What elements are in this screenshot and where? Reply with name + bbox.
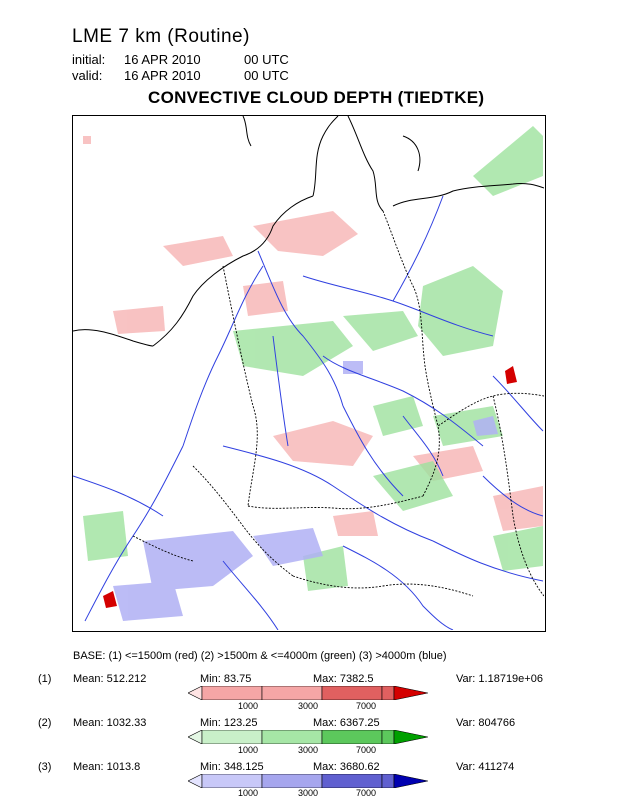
min-value: Min: 348.125 (200, 761, 264, 773)
rivers (73, 195, 544, 630)
tick-label: 7000 (356, 745, 377, 755)
base-legend-text: BASE: (1) <=1500m (red) (2) >1500m & <=4… (73, 650, 447, 662)
tick-label: 7000 (356, 701, 377, 711)
row-index: (3) (38, 761, 52, 773)
tick-label: 3000 (298, 788, 319, 798)
valid-time: 00 UTC (244, 68, 289, 83)
colorbar-red (188, 686, 428, 700)
row-index: (1) (38, 673, 52, 685)
var-value: Var: 804766 (456, 717, 516, 729)
mean-value: Mean: 512.212 (73, 673, 147, 685)
colorbar-segment (381, 774, 395, 788)
borders (132, 210, 544, 597)
dark-red-shading (103, 366, 517, 608)
colorbar-blue (188, 774, 428, 788)
colorbar-segment (381, 730, 395, 744)
valid-time-row: valid: 16 APR 2010 00 UTC (72, 68, 289, 83)
var-value: Var: 411274 (456, 761, 515, 773)
colorbar-cap-high (393, 730, 428, 744)
colorbar-cap-low (188, 686, 203, 700)
tick-label: 1000 (238, 788, 259, 798)
row-index: (2) (38, 717, 52, 729)
initial-time-row: initial: 16 APR 2010 00 UTC (72, 52, 289, 67)
colorbar-segment (201, 774, 263, 788)
map-svg (73, 116, 544, 630)
initial-date: 16 APR 2010 (124, 52, 201, 67)
red-shading (83, 136, 543, 536)
max-value: Max: 7382.5 (313, 673, 374, 685)
mean-value: Mean: 1013.8 (73, 761, 141, 773)
colorbar-segment (261, 686, 323, 700)
max-value: Max: 3680.62 (313, 761, 380, 773)
tick-label: 1000 (238, 701, 259, 711)
tick-label: 7000 (356, 788, 377, 798)
colorbar-segment (261, 774, 323, 788)
green-shading (83, 126, 543, 591)
colorbar-cap-low (188, 730, 203, 744)
var-value: Var: 1.18719e+06 (456, 673, 543, 685)
min-value: Min: 123.25 (200, 717, 258, 729)
tick-label: 1000 (238, 745, 259, 755)
colorbar-cap-high (393, 774, 428, 788)
blue-shading (113, 361, 498, 621)
max-value: Max: 6367.25 (313, 717, 380, 729)
colorbar-segment (201, 686, 263, 700)
mean-value: Mean: 1032.33 (73, 717, 147, 729)
initial-time: 00 UTC (244, 52, 289, 67)
colorbar-segment (201, 730, 263, 744)
initial-label: initial: (72, 52, 106, 67)
tick-label: 3000 (298, 745, 319, 755)
colorbar-segment (321, 730, 383, 744)
tick-label: 3000 (298, 701, 319, 711)
colorbar-segment (321, 686, 383, 700)
colorbar-green (188, 730, 428, 744)
colorbar-segment (321, 774, 383, 788)
map-panel (72, 115, 546, 632)
min-value: Min: 83.75 (200, 673, 252, 685)
coastlines (73, 116, 544, 347)
colorbar-cap-high (393, 686, 428, 700)
field-title: CONVECTIVE CLOUD DEPTH (TIEDTKE) (148, 88, 485, 107)
valid-label: valid: (72, 68, 103, 83)
model-title: LME 7 km (Routine) (72, 26, 250, 47)
colorbar-segment (261, 730, 323, 744)
colorbar-segment (381, 686, 395, 700)
colorbar-cap-low (188, 774, 203, 788)
valid-date: 16 APR 2010 (124, 68, 201, 83)
